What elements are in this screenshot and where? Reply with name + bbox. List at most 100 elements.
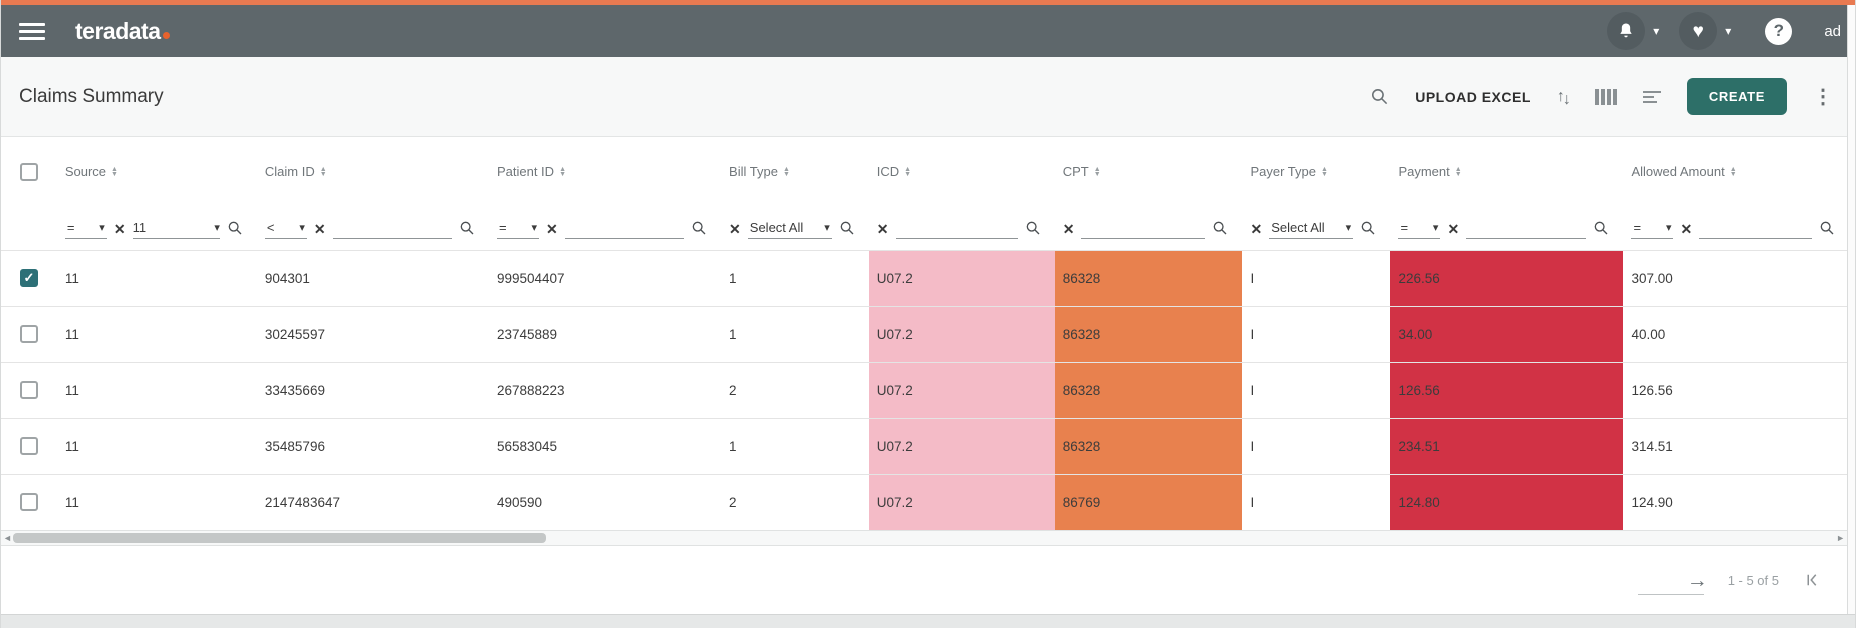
column-header-source[interactable]: Source ▲ ▼ xyxy=(57,137,257,206)
scrollbar-right-arrow-icon[interactable]: ► xyxy=(1836,533,1845,543)
column-header-payment[interactable]: Payment ▲ ▼ xyxy=(1390,137,1623,206)
cell-value: 1 xyxy=(729,270,737,286)
clear-filter-icon[interactable]: ✕ xyxy=(1062,220,1075,237)
sort-icon[interactable]: ▲ ▼ xyxy=(1093,165,1101,178)
column-header-claim_id[interactable]: Claim ID ▲ ▼ xyxy=(257,137,489,206)
sort-icon[interactable]: ▲ ▼ xyxy=(320,166,327,178)
clear-filter-icon[interactable]: ✕ xyxy=(313,220,326,237)
sort-icon[interactable]: ▲ ▼ xyxy=(1730,166,1737,178)
filter-search-icon[interactable] xyxy=(1360,220,1376,239)
row-checkbox[interactable] xyxy=(20,381,38,399)
cell-bill_type: 1 xyxy=(721,250,869,306)
page-range-label: 1 - 5 of 5 xyxy=(1727,572,1779,588)
upload-excel-button[interactable]: UPLOAD EXCEL xyxy=(1415,88,1531,105)
table-row: 11 2147483647 490590 2 U07.2 86769 I 124.80 124.… xyxy=(1,473,1849,530)
create-button[interactable]: CREATE xyxy=(1686,78,1787,115)
filter-input[interactable] xyxy=(1466,217,1587,239)
cell-checkbox: ✓ xyxy=(1,250,57,306)
select-all-checkbox[interactable] xyxy=(20,162,38,181)
cell-value: 23745889 xyxy=(496,326,558,342)
clear-filter-icon[interactable]: ✕ xyxy=(729,220,741,237)
row-checkbox[interactable] xyxy=(20,437,38,455)
filter-search-icon[interactable] xyxy=(1212,220,1228,239)
sort-up-arrow: ▲ xyxy=(1093,165,1101,173)
sort-icon[interactable]: ▲ ▼ xyxy=(559,166,566,178)
help-icon[interactable]: ? xyxy=(1765,17,1793,45)
sort-icon[interactable]: ▲ ▼ xyxy=(1455,166,1462,178)
cell-payer_type: I xyxy=(1242,417,1391,474)
filter-search-icon[interactable] xyxy=(839,220,855,239)
filter-lines-icon[interactable] xyxy=(1642,90,1661,103)
filter-cell-allowed_amount: = ▾ ✕ xyxy=(1623,206,1849,251)
filter-operator-select[interactable]: = ▾ xyxy=(64,217,107,239)
filter-input[interactable] xyxy=(332,217,452,239)
row-checkbox[interactable]: ✓ xyxy=(20,269,38,287)
scrollbar-thumb[interactable] xyxy=(13,533,546,543)
sort-icon[interactable]: ▲ ▼ xyxy=(1321,166,1328,178)
filter-cell-source: = ▾ ✕ 11 ▾ xyxy=(56,206,257,251)
filter-search-icon[interactable] xyxy=(1025,220,1041,239)
notifications-button[interactable] xyxy=(1607,12,1646,50)
filter-select-all-dropdown[interactable]: Select All ▾ xyxy=(1269,217,1354,239)
notifications-caret-icon[interactable]: ▾ xyxy=(1653,24,1660,38)
table-row: ✓ 11 904301 999504407 1 U07.2 86328 I 226.56 307.… xyxy=(1,250,1849,306)
clear-filter-icon[interactable]: ✕ xyxy=(545,220,558,237)
row-checkbox[interactable] xyxy=(20,493,38,512)
filter-search-icon[interactable] xyxy=(459,220,475,239)
filter-operator-select[interactable]: = ▾ xyxy=(496,217,539,239)
cell-value: 226.56 xyxy=(1398,270,1440,286)
clear-filter-icon[interactable]: ✕ xyxy=(1447,220,1460,237)
menu-icon[interactable] xyxy=(19,19,45,44)
filter-operator-select[interactable]: = ▾ xyxy=(1398,217,1441,239)
kebab-menu-icon[interactable]: ⋮ xyxy=(1813,86,1833,108)
sort-arrows-icon[interactable]: ↑↓ xyxy=(1556,87,1571,108)
filter-search-icon[interactable] xyxy=(227,220,243,239)
column-header-bill_type[interactable]: Bill Type ▲ ▼ xyxy=(721,137,869,206)
favorites-button[interactable]: ♥ xyxy=(1679,12,1718,50)
clear-filter-icon[interactable]: ✕ xyxy=(113,220,126,237)
filter-input[interactable] xyxy=(1081,217,1206,239)
clear-filter-icon[interactable]: ✕ xyxy=(876,220,889,237)
cell-value: 234.51 xyxy=(1398,438,1440,454)
sort-up-arrow: ▲ xyxy=(904,165,912,173)
brand-logo[interactable]: teradata xyxy=(75,18,171,45)
filter-cell-bill_type: ✕ Select All ▾ xyxy=(721,206,869,251)
cell-claim_id: 33435669 xyxy=(256,361,489,418)
clear-filter-icon[interactable]: ✕ xyxy=(1680,220,1693,237)
filter-operator-select[interactable]: < ▾ xyxy=(264,217,307,239)
column-header-allowed_amount[interactable]: Allowed Amount ▲ ▼ xyxy=(1623,137,1849,206)
goto-page-arrow-icon[interactable]: → xyxy=(1686,569,1708,592)
filter-operator-select[interactable]: = ▾ xyxy=(1631,217,1674,239)
filter-search-icon[interactable] xyxy=(691,220,707,239)
favorites-caret-icon[interactable]: ▾ xyxy=(1725,24,1732,38)
sort-icon[interactable]: ▲ ▼ xyxy=(783,166,790,178)
goto-page-input[interactable]: → xyxy=(1637,565,1708,595)
filter-search-icon[interactable] xyxy=(1819,220,1835,239)
filter-select-all-dropdown[interactable]: Select All ▾ xyxy=(747,217,832,239)
chevron-down-icon: ▾ xyxy=(299,221,305,234)
clear-filter-icon[interactable]: ✕ xyxy=(1250,220,1263,237)
scrollbar-left-arrow-icon[interactable]: ◄ xyxy=(3,533,12,543)
column-header-icd[interactable]: ICD ▲ ▼ xyxy=(869,137,1055,206)
column-header-patient_id[interactable]: Patient ID ▲ ▼ xyxy=(489,137,721,206)
sort-icon[interactable]: ▲ ▼ xyxy=(904,165,912,178)
cell-value: 124.90 xyxy=(1631,494,1673,510)
filter-search-icon[interactable] xyxy=(1593,220,1609,239)
filter-input[interactable] xyxy=(564,217,685,239)
search-icon[interactable] xyxy=(1370,87,1389,106)
cell-value: 86328 xyxy=(1062,270,1101,286)
columns-icon[interactable] xyxy=(1594,88,1617,105)
row-checkbox[interactable] xyxy=(20,325,38,343)
filter-input[interactable]: 11 ▾ xyxy=(132,217,220,239)
filter-input[interactable] xyxy=(1699,217,1812,239)
sort-icon[interactable]: ▲ ▼ xyxy=(111,166,118,178)
cell-value: 126.56 xyxy=(1631,382,1673,398)
first-page-icon[interactable] xyxy=(1803,571,1821,589)
column-header-payer_type[interactable]: Payer Type ▲ ▼ xyxy=(1242,137,1390,206)
cell-claim_id: 2147483647 xyxy=(256,473,489,530)
filter-input[interactable] xyxy=(895,217,1018,239)
column-header-cpt[interactable]: CPT ▲ ▼ xyxy=(1055,137,1243,206)
filter-controls: = ▾ ✕ xyxy=(1398,217,1609,239)
filter-operator-value: = xyxy=(1633,219,1642,235)
horizontal-scrollbar[interactable]: ◄ ► xyxy=(1,530,1855,546)
